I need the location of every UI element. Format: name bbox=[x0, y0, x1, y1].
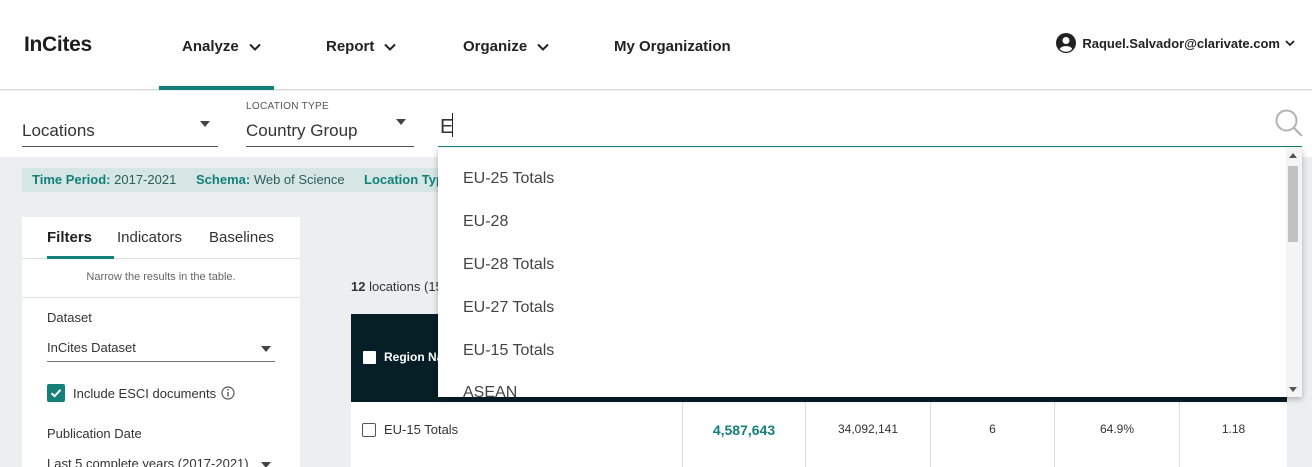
dropdown-arrow-icon bbox=[261, 462, 271, 467]
checkmark-icon bbox=[50, 389, 62, 398]
location-type-label: LOCATION TYPE bbox=[246, 101, 329, 112]
cell-percent: 64.9% bbox=[1054, 402, 1179, 467]
dropdown-scrollbar[interactable] bbox=[1286, 148, 1302, 397]
location-type-select[interactable]: LOCATION TYPE Country Group bbox=[246, 91, 414, 147]
filter-panel: Filters Indicators Baselines Narrow the … bbox=[22, 217, 300, 467]
region-name: EU-15 Totals bbox=[384, 422, 459, 437]
search-row: Locations LOCATION TYPE Country Group bbox=[0, 91, 1312, 157]
panel-tabs: Filters Indicators Baselines bbox=[22, 217, 300, 259]
dropdown-arrow-icon bbox=[396, 119, 406, 125]
nav-organize[interactable]: Organize bbox=[463, 38, 550, 55]
column-header-label: Region Na bbox=[384, 350, 444, 364]
chip-value: Web of Science bbox=[253, 172, 345, 187]
user-avatar-icon bbox=[1056, 33, 1077, 53]
filter-chip-schema[interactable]: Schema: Web of Science bbox=[186, 168, 355, 192]
scroll-down-icon[interactable] bbox=[1289, 387, 1297, 392]
suggestion-item[interactable]: ASEAN bbox=[463, 384, 518, 397]
dataset-label: Dataset bbox=[47, 310, 92, 325]
filter-chip-location-type[interactable]: Location Type: bbox=[354, 168, 454, 192]
top-navigation-bar: InCites Analyze Report Organize My Organ… bbox=[0, 0, 1312, 90]
nav-my-organization-label: My Organization bbox=[614, 38, 731, 55]
chip-key: Location Type: bbox=[364, 172, 454, 187]
nav-report-label: Report bbox=[326, 38, 375, 55]
nav-analyze[interactable]: Analyze bbox=[182, 38, 262, 55]
suggestion-item[interactable]: EU-15 Totals bbox=[463, 342, 555, 359]
search-icon[interactable] bbox=[1274, 108, 1304, 138]
entity-type-value: Locations bbox=[22, 121, 95, 140]
select-all-checkbox[interactable] bbox=[363, 350, 376, 364]
table-row: EU-15 Totals 4,587,643 34,092,141 6 64.9… bbox=[351, 402, 1287, 467]
dataset-value: InCites Dataset bbox=[47, 340, 136, 355]
cell-web-of-science-documents[interactable]: 4,587,643 bbox=[682, 402, 805, 467]
tab-filters[interactable]: Filters bbox=[47, 229, 93, 246]
results-count: 12 locations (15 bbox=[351, 279, 441, 294]
include-esci-label: Include ESCI documents bbox=[73, 385, 217, 401]
tab-indicators[interactable]: Indicators bbox=[117, 229, 183, 246]
chevron-down-icon bbox=[248, 43, 261, 51]
results-count-text: locations (15 bbox=[365, 279, 441, 294]
tab-baselines[interactable]: Baselines bbox=[209, 229, 275, 246]
suggestion-item[interactable]: EU-28 Totals bbox=[463, 256, 555, 273]
nav-report[interactable]: Report bbox=[326, 38, 397, 55]
chip-key: Time Period: bbox=[32, 172, 111, 187]
publication-date-select[interactable]: Last 5 complete years (2017-2021) bbox=[47, 452, 275, 467]
publication-date-value: Last 5 complete years (2017-2021) bbox=[47, 456, 249, 467]
chevron-down-icon bbox=[1285, 40, 1295, 47]
dropdown-arrow-icon bbox=[200, 121, 210, 127]
nav-organize-label: Organize bbox=[463, 38, 528, 55]
nav-active-indicator bbox=[159, 86, 274, 90]
location-type-value: Country Group bbox=[246, 121, 358, 140]
row-checkbox[interactable] bbox=[362, 423, 376, 437]
filter-chip-time-period[interactable]: Time Period: 2017-2021 bbox=[22, 168, 187, 192]
user-email: Raquel.Salvador@clarivate.com bbox=[1082, 35, 1280, 51]
active-tab-indicator bbox=[47, 256, 114, 259]
chevron-down-icon bbox=[537, 43, 549, 51]
entity-type-select[interactable]: Locations bbox=[22, 91, 218, 147]
column-header-region-name[interactable]: Region Na bbox=[363, 350, 443, 364]
divider bbox=[22, 297, 300, 298]
chip-value: 2017-2021 bbox=[114, 172, 177, 187]
user-menu[interactable]: Raquel.Salvador@clarivate.com bbox=[1056, 33, 1296, 53]
cell-region-name: EU-15 Totals bbox=[351, 402, 682, 467]
panel-hint: Narrow the results in the table. bbox=[86, 271, 236, 283]
search-input[interactable] bbox=[438, 99, 1302, 147]
suggestion-item[interactable]: EU-25 Totals bbox=[463, 170, 555, 187]
chip-key: Schema: bbox=[196, 172, 251, 187]
scroll-up-icon[interactable] bbox=[1289, 153, 1297, 158]
nav-analyze-label: Analyze bbox=[182, 38, 239, 55]
publication-date-label: Publication Date bbox=[47, 426, 142, 441]
nav-my-organization[interactable]: My Organization bbox=[614, 38, 731, 55]
results-count-number: 12 bbox=[351, 279, 366, 294]
cell-rank: 6 bbox=[930, 402, 1054, 467]
suggestion-item[interactable]: EU-28 bbox=[463, 213, 509, 230]
cell-times-cited: 34,092,141 bbox=[805, 402, 930, 467]
app-logo[interactable]: InCites bbox=[24, 33, 92, 56]
include-esci-checkbox[interactable] bbox=[47, 384, 65, 402]
dropdown-arrow-icon bbox=[261, 346, 271, 352]
scrollbar-thumb[interactable] bbox=[1288, 166, 1298, 242]
text-cursor bbox=[452, 113, 453, 137]
suggestion-item[interactable]: EU-27 Totals bbox=[463, 299, 555, 316]
include-esci-row: Include ESCI documents bbox=[47, 384, 235, 402]
chevron-down-icon bbox=[384, 43, 397, 51]
info-icon[interactable] bbox=[221, 386, 235, 400]
search-suggestions-dropdown: EU-25 Totals EU-28 EU-28 Totals EU-27 To… bbox=[438, 148, 1302, 397]
cell-cnci: 1.18 bbox=[1179, 402, 1287, 467]
dataset-select[interactable]: InCites Dataset bbox=[47, 336, 275, 362]
